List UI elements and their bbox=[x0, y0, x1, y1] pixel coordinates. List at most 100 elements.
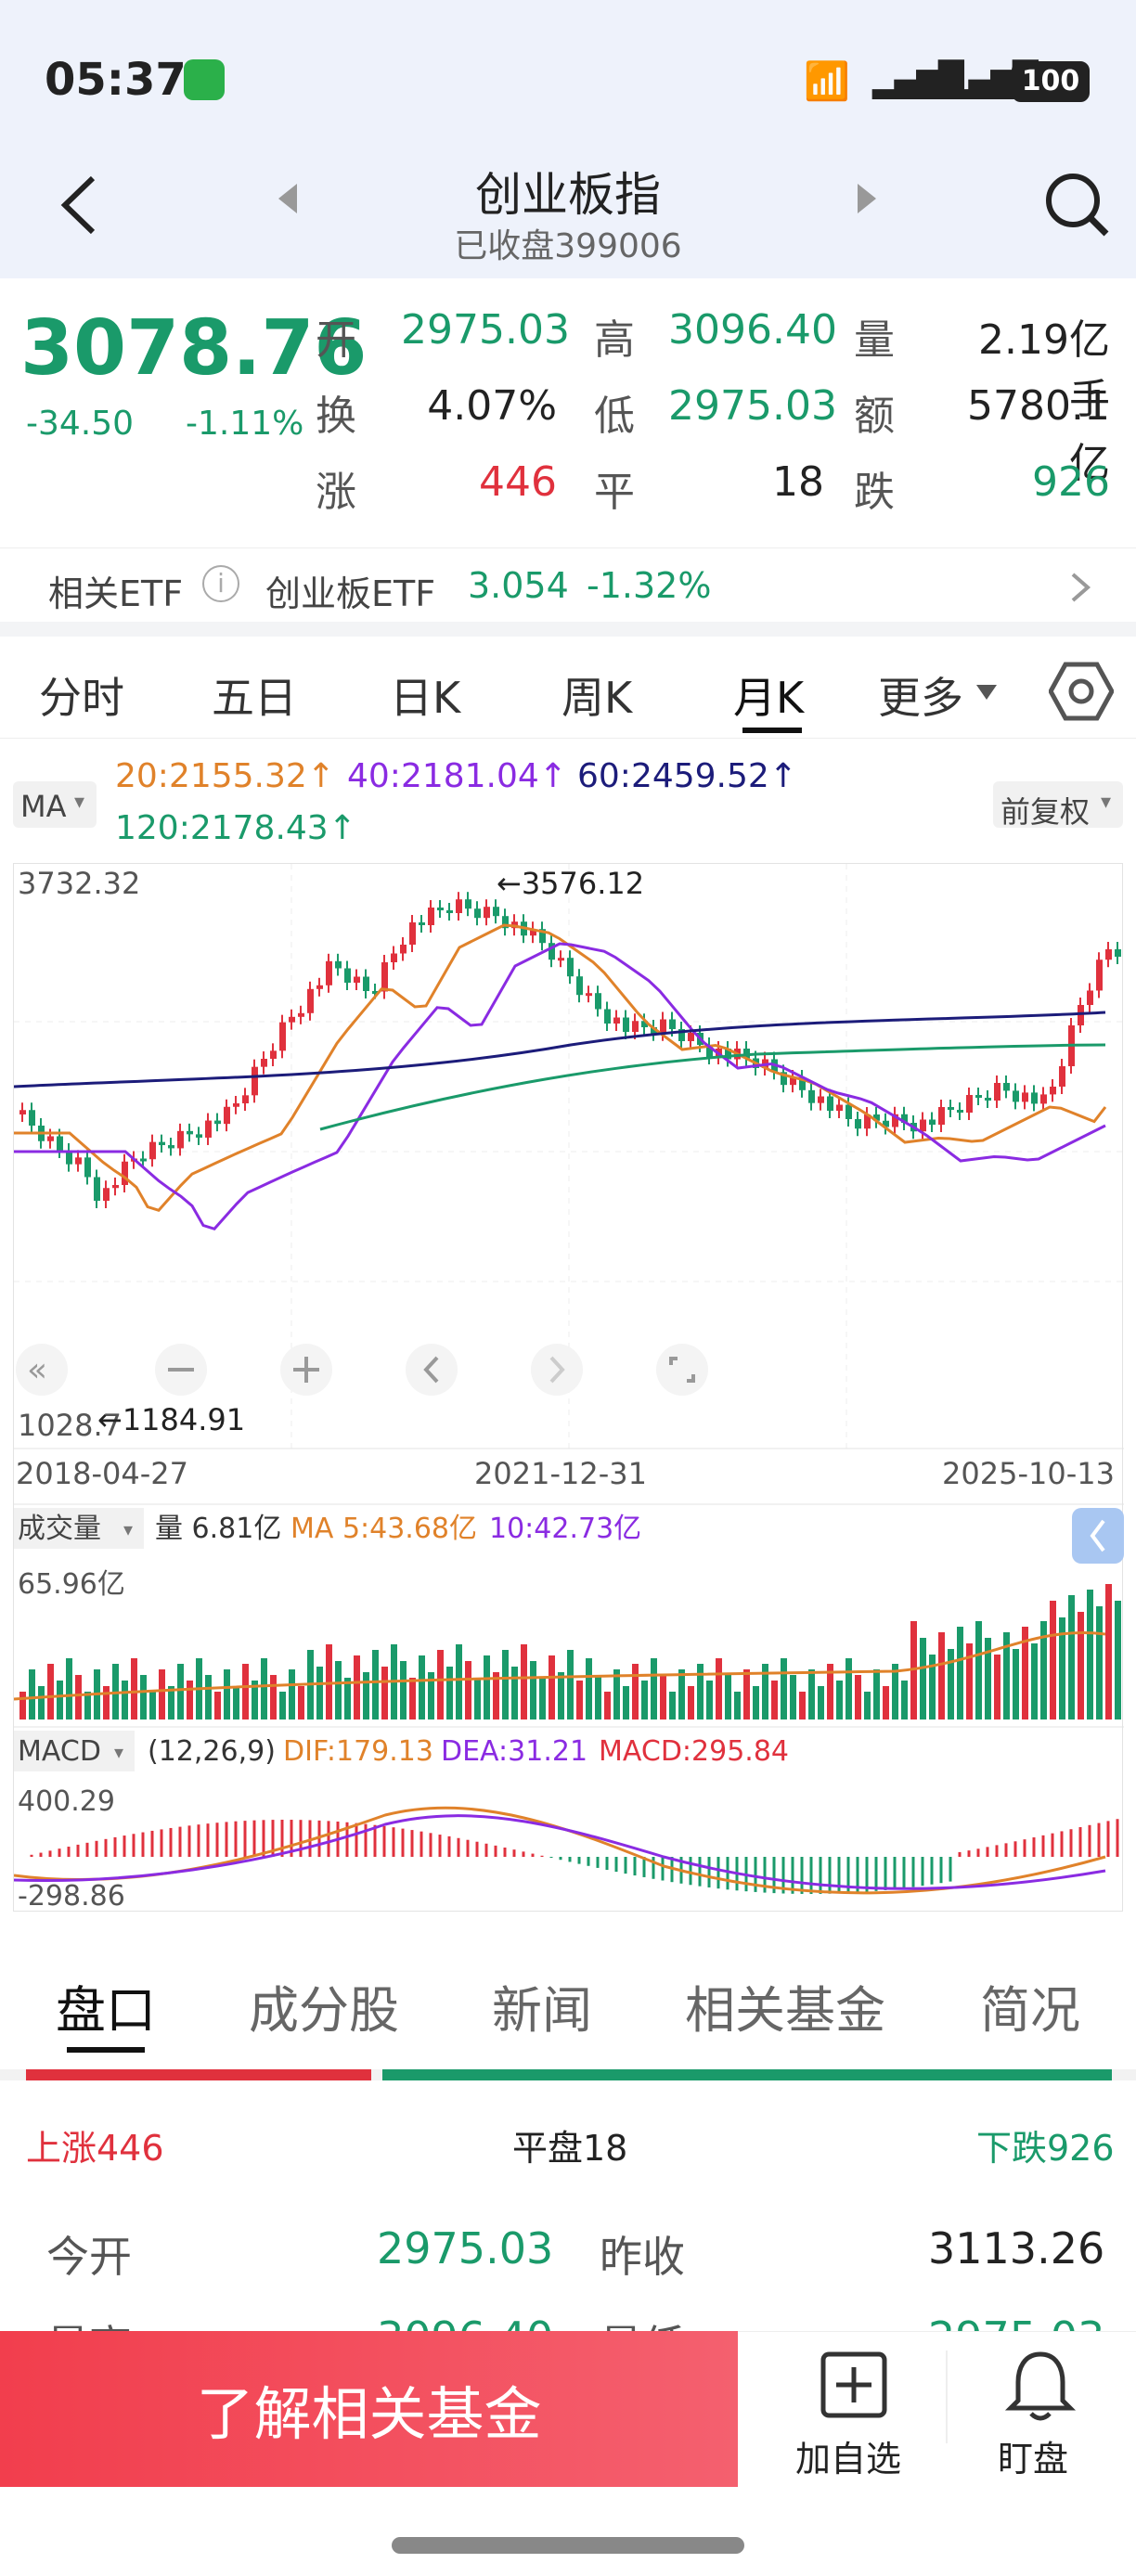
zoom-out-icon[interactable] bbox=[155, 1344, 207, 1396]
candle bbox=[948, 1107, 954, 1110]
tab-weekly-k[interactable]: 周K bbox=[562, 673, 633, 723]
etf-name: 创业板ETF bbox=[265, 573, 436, 614]
volume-bar bbox=[47, 1664, 54, 1719]
quote-label: 涨 bbox=[316, 469, 356, 516]
tab-more[interactable]: 更多 bbox=[878, 673, 963, 723]
volume-bar bbox=[511, 1667, 518, 1719]
volume-ma10: 10:42.73亿 bbox=[489, 1513, 641, 1545]
candle bbox=[149, 1141, 156, 1160]
candle bbox=[354, 976, 360, 983]
date-end: 2025-10-13 bbox=[942, 1456, 1115, 1491]
volume-bar bbox=[502, 1650, 509, 1719]
tab-news[interactable]: 新闻 bbox=[492, 1981, 592, 2040]
candle bbox=[363, 976, 369, 991]
volume-bar bbox=[335, 1661, 342, 1719]
volume-bar bbox=[484, 1655, 490, 1719]
volume-bar bbox=[539, 1678, 546, 1719]
settings-icon[interactable] bbox=[1049, 659, 1114, 724]
volume-bar bbox=[549, 1655, 555, 1719]
candle bbox=[595, 993, 601, 1010]
collapse-panel-icon[interactable] bbox=[1072, 1508, 1124, 1564]
quote-value: 446 bbox=[479, 458, 557, 506]
ma-selector[interactable]: MA ▾ bbox=[13, 781, 97, 828]
dropdown-icon: ▾ bbox=[74, 791, 85, 814]
volume-bar bbox=[883, 1686, 889, 1719]
candle bbox=[873, 1114, 880, 1121]
learn-funds-button[interactable]: 了解相关基金 bbox=[0, 2331, 738, 2487]
search-icon[interactable] bbox=[1039, 167, 1114, 241]
candle bbox=[474, 908, 481, 919]
add-watchlist-button[interactable]: 加自选 bbox=[784, 2341, 923, 2480]
tab-monthly-k[interactable]: 月K bbox=[733, 673, 805, 723]
dropdown-icon: ▾ bbox=[1101, 791, 1112, 814]
info-icon[interactable]: i bbox=[202, 565, 239, 602]
fast-back-icon[interactable]: « bbox=[16, 1344, 68, 1396]
volume-bar bbox=[252, 1681, 258, 1719]
back-icon[interactable] bbox=[56, 173, 102, 238]
zoom-in-icon[interactable] bbox=[280, 1344, 332, 1396]
candle bbox=[289, 1016, 295, 1023]
volume-bar bbox=[836, 1681, 843, 1719]
macd-selector[interactable]: MACD ▾ bbox=[14, 1731, 135, 1771]
volume-bar bbox=[530, 1661, 536, 1719]
candle bbox=[344, 968, 351, 983]
volume-bar bbox=[344, 1678, 351, 1719]
macd-max-label: 400.29 bbox=[18, 1785, 115, 1818]
ma40-value: 40:2181.04↑ bbox=[347, 757, 567, 795]
volume-bar bbox=[57, 1681, 63, 1719]
candle bbox=[567, 958, 574, 977]
candle bbox=[623, 1017, 629, 1032]
related-etf-row[interactable]: 相关ETF i 创业板ETF 3.054 -1.32% bbox=[0, 547, 1136, 622]
volume-bar bbox=[149, 1692, 156, 1719]
volume-bar bbox=[521, 1644, 527, 1719]
volume-bar bbox=[632, 1664, 639, 1719]
volume-bar bbox=[734, 1692, 741, 1719]
tab-five-day[interactable]: 五日 bbox=[212, 673, 297, 723]
price-change: -34.50 bbox=[26, 405, 135, 443]
kline-chart-svg: 3732.32 1028.7 ←3576.12 ←1184.91 2018-04… bbox=[13, 864, 1124, 1913]
fullscreen-icon[interactable] bbox=[656, 1344, 708, 1396]
volume-bar bbox=[446, 1667, 453, 1719]
volume-bar bbox=[261, 1658, 267, 1719]
volume-selector[interactable]: 成交量 ▾ bbox=[14, 1508, 144, 1549]
volume-bar bbox=[289, 1669, 295, 1719]
ma-line bbox=[319, 1043, 1106, 1131]
volume-bar bbox=[242, 1664, 249, 1719]
chart-area[interactable]: 3732.32 1028.7 ←3576.12 ←1184.91 2018-04… bbox=[13, 863, 1124, 1913]
adjust-selector[interactable]: 前复权 ▾ bbox=[993, 781, 1123, 830]
breadth-down: 下跌926 bbox=[976, 2128, 1115, 2169]
ma-line bbox=[14, 923, 1107, 1213]
candle bbox=[122, 1161, 128, 1185]
volume-bar bbox=[873, 1669, 880, 1719]
candle bbox=[678, 1029, 685, 1041]
tab-profile[interactable]: 简况 bbox=[980, 1981, 1080, 2040]
candle bbox=[901, 1114, 908, 1123]
divider bbox=[0, 622, 1136, 637]
tab-market[interactable]: 盘口 bbox=[56, 1981, 156, 2040]
breadth-bar bbox=[0, 2069, 1136, 2080]
volume-bar bbox=[799, 1692, 806, 1719]
volume-bar bbox=[957, 1627, 963, 1719]
breadth-up-bar bbox=[26, 2069, 371, 2080]
next-index-icon[interactable] bbox=[852, 180, 880, 217]
volume-bar bbox=[846, 1658, 852, 1719]
volume-bar bbox=[279, 1692, 286, 1719]
pan-right-icon[interactable] bbox=[531, 1344, 583, 1396]
volume-bar bbox=[938, 1632, 945, 1719]
tab-constituents[interactable]: 成分股 bbox=[249, 1981, 399, 2040]
quote-value: 3096.40 bbox=[668, 306, 837, 354]
tab-daily-k[interactable]: 日K bbox=[390, 673, 461, 723]
svg-text:MACD: MACD bbox=[18, 1735, 101, 1768]
watch-button[interactable]: 盯盘 bbox=[970, 2341, 1109, 2480]
tab-timeshare[interactable]: 分时 bbox=[39, 673, 124, 723]
volume-bar bbox=[363, 1672, 369, 1719]
candle bbox=[19, 1110, 26, 1114]
pan-left-icon[interactable] bbox=[406, 1344, 458, 1396]
volume-bar bbox=[1003, 1632, 1010, 1719]
ma-line bbox=[14, 942, 1106, 1231]
period-tabs: 分时 五日 日K 周K 月K 更多 bbox=[0, 637, 1136, 739]
volume-bar bbox=[669, 1692, 676, 1719]
tab-related-funds[interactable]: 相关基金 bbox=[685, 1981, 885, 2040]
prev-index-icon[interactable] bbox=[275, 180, 303, 217]
volume-bar bbox=[66, 1658, 72, 1719]
